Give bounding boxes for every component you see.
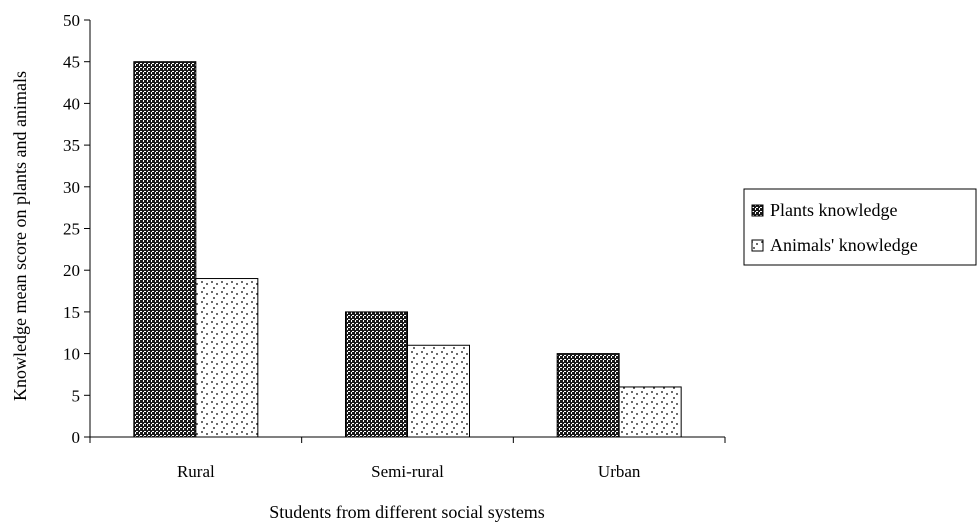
x-tick-label: Semi-rural [371, 462, 444, 481]
legend-label: Plants knowledge [770, 200, 898, 220]
y-tick-label: 50 [63, 11, 80, 30]
bar-animals [407, 344, 470, 438]
x-tick-label: Rural [177, 462, 215, 481]
bar-animals [195, 278, 259, 438]
legend-swatch [751, 204, 764, 217]
y-axis-title: Knowledge mean score on plants and anima… [10, 71, 30, 401]
y-tick-label: 20 [63, 261, 80, 280]
y-tick-label: 0 [72, 428, 81, 447]
legend-label: Animals' knowledge [770, 235, 918, 255]
y-tick-label: 35 [63, 136, 80, 155]
x-axis-title: Students from different social systems [269, 502, 545, 522]
y-tick-label: 40 [63, 94, 80, 113]
x-axis: Rural Semi-rural Urban [89, 436, 726, 481]
bar-animals [618, 386, 682, 438]
y-tick-label: 45 [63, 53, 80, 72]
x-tick-label: Urban [598, 462, 641, 481]
bar-plants [556, 353, 620, 438]
y-tick-label: 30 [63, 178, 80, 197]
y-tick-label: 15 [63, 303, 80, 322]
bar-plants [133, 61, 197, 438]
y-axis: 0 5 10 15 20 25 30 35 40 45 50 [63, 11, 91, 447]
legend-box [743, 188, 977, 266]
legend: Plants knowledge Animals' knowledge [743, 188, 977, 266]
legend-swatch [751, 239, 764, 252]
y-tick-label: 10 [63, 345, 80, 364]
bar-plants [345, 311, 408, 438]
y-tick-label: 5 [72, 386, 81, 405]
y-tick-label: 25 [63, 220, 80, 239]
bars [133, 61, 682, 438]
